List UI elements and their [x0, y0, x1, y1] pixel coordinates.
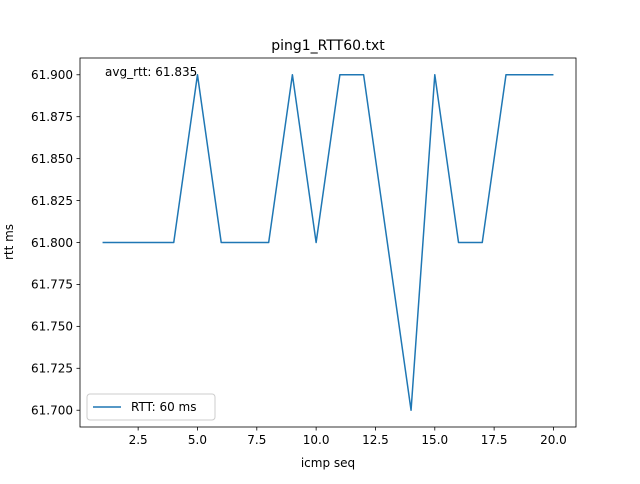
y-tick-label: 61.800 — [31, 236, 73, 250]
y-tick-label: 61.775 — [31, 278, 73, 292]
x-tick-label: 2.5 — [129, 433, 148, 447]
y-tick-label: 61.750 — [31, 320, 73, 334]
y-tick-label: 61.725 — [31, 362, 73, 376]
chart-title: ping1_RTT60.txt — [271, 38, 385, 54]
x-tick-label: 17.5 — [481, 433, 508, 447]
x-tick-label: 10.0 — [303, 433, 330, 447]
legend: RTT: 60 ms — [86, 393, 216, 421]
x-tick-label: 12.5 — [362, 433, 389, 447]
plot-area: 2.5 5.0 7.5 10.0 12.5 15.0 17.5 20.0 61.700 61.72… — [31, 57, 577, 447]
x-tick-label: 20.0 — [540, 433, 567, 447]
y-tick-label: 61.900 — [31, 68, 73, 82]
x-axis-label: icmp seq — [301, 456, 355, 470]
legend-box — [86, 393, 216, 421]
x-tick-label: 5.0 — [188, 433, 207, 447]
y-tick-label: 61.825 — [31, 194, 73, 208]
series-line-0 — [102, 74, 554, 411]
y-tick-label: 61.700 — [31, 404, 73, 418]
y-tick-label: 61.850 — [31, 152, 73, 166]
x-tick-label: 15.0 — [421, 433, 448, 447]
x-tick-label: 7.5 — [247, 433, 266, 447]
y-axis-label: rtt ms — [2, 224, 16, 260]
y-tick-label: 61.875 — [31, 110, 73, 124]
legend-label: RTT: 60 ms — [131, 400, 196, 414]
avg-rtt-annotation: avg_rtt: 61.835 — [105, 65, 197, 79]
